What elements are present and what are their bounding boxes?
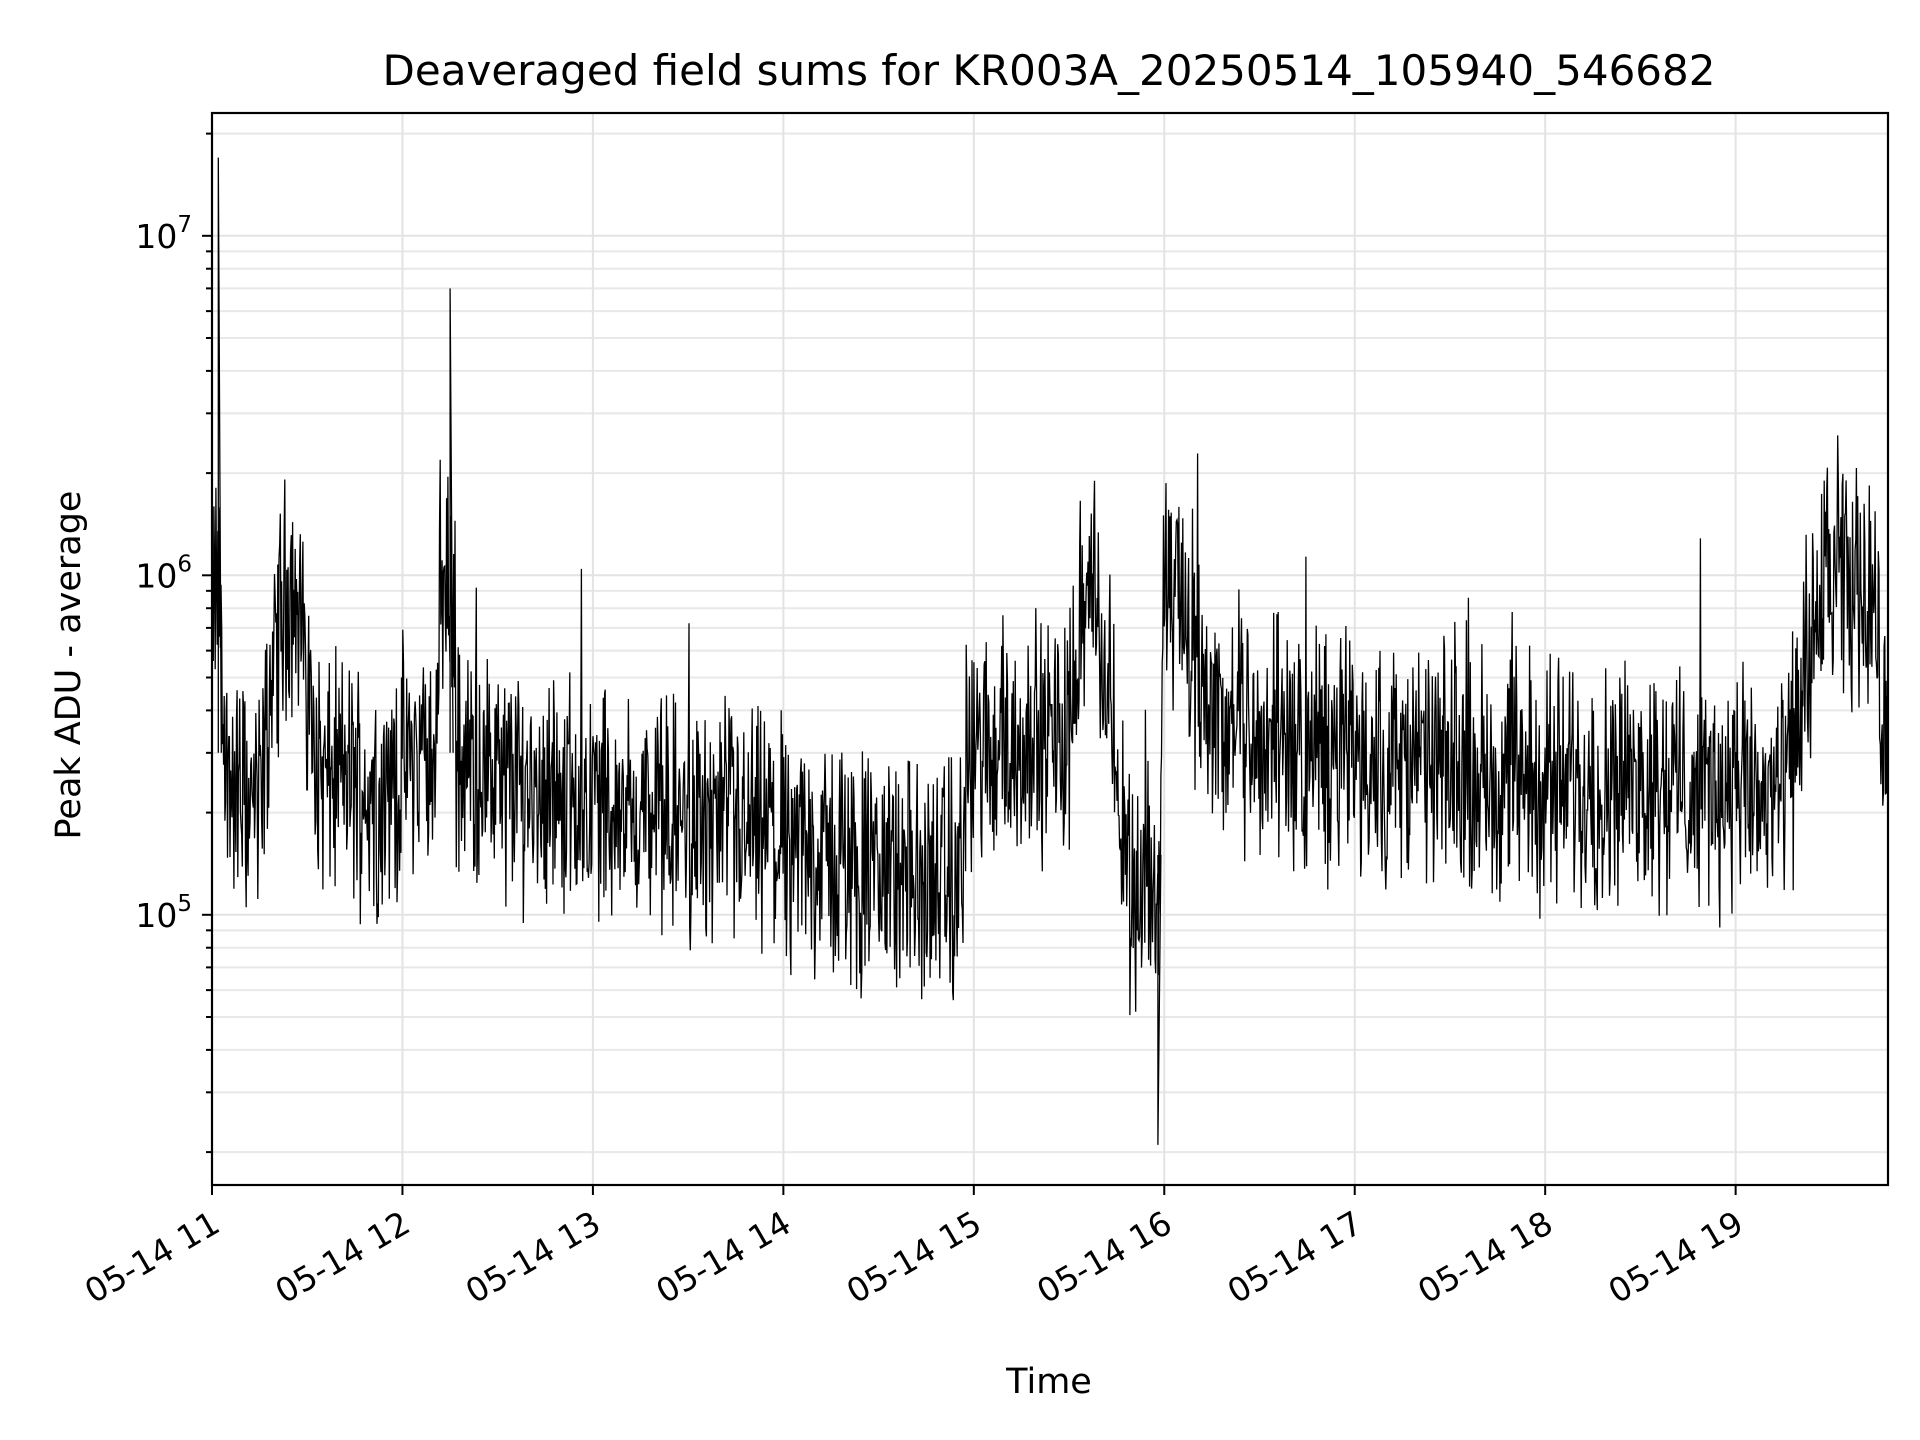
series-line (211, 157, 1889, 1145)
y-axis: 105 106 107 (135, 132, 212, 1154)
x-axis-label: Time (1005, 1362, 1092, 1402)
x-axis: 05-14 11 05-14 12 05-14 13 05-14 14 05-14 15… (78, 1185, 1750, 1311)
y-tick-label: 106 (135, 551, 192, 595)
x-tick-label: 05-14 17 (1221, 1203, 1369, 1311)
x-tick-label: 05-14 18 (1411, 1203, 1559, 1311)
x-tick-label: 05-14 13 (459, 1203, 607, 1311)
x-tick-label: 05-14 16 (1030, 1203, 1178, 1311)
plot-frame (210, 111, 1890, 1187)
x-tick-label: 05-14 19 (1602, 1203, 1750, 1311)
x-tick-label: 05-14 11 (78, 1203, 226, 1311)
chart-title: Deaveraged field sums for KR003A_2025051… (383, 46, 1716, 95)
y-axis-label: Peak ADU - average (49, 491, 89, 840)
y-tick-label: 105 (135, 891, 192, 935)
grid (211, 113, 1888, 1185)
x-tick-label: 05-14 12 (268, 1203, 416, 1311)
y-tick-label: 107 (135, 212, 192, 256)
x-tick-label: 05-14 14 (649, 1203, 797, 1311)
x-tick-label: 05-14 15 (840, 1203, 988, 1311)
